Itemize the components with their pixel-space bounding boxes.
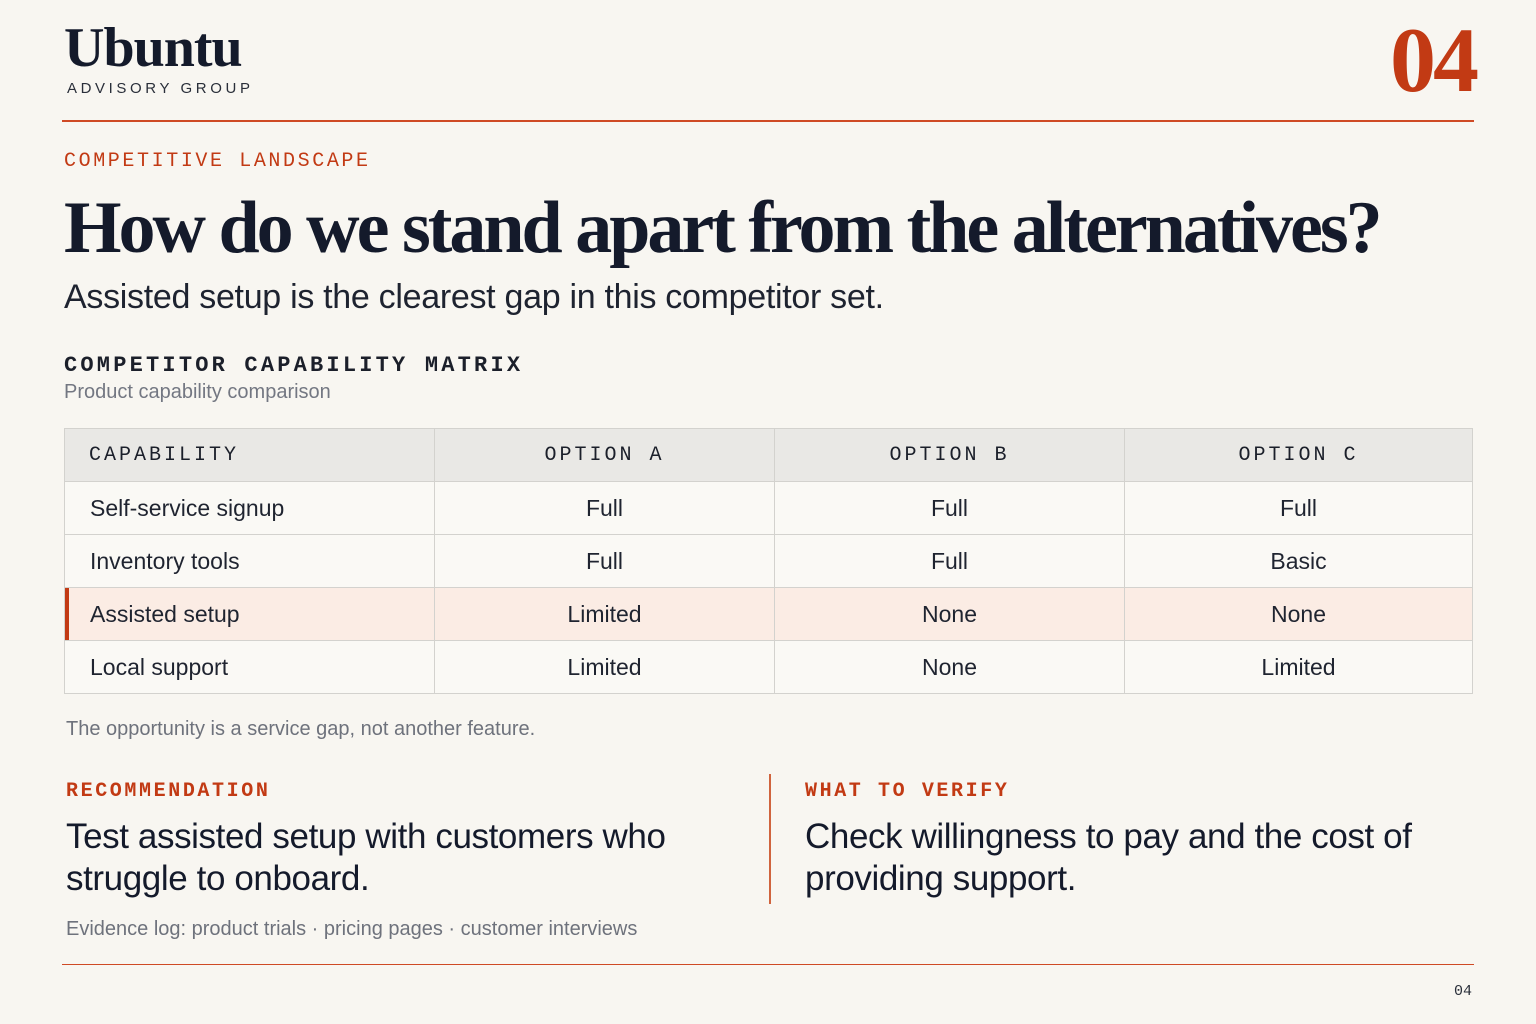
column-divider: [769, 774, 771, 904]
table-note: The opportunity is a service gap, not an…: [66, 718, 536, 740]
column-header-capability: CAPABILITY: [64, 428, 435, 482]
table-row: Local support Limited None Limited: [64, 640, 1473, 694]
capability-cell: Inventory tools: [64, 534, 435, 588]
header-divider: [62, 120, 1474, 122]
highlighted-table-row: Assisted setup Limited None None: [64, 587, 1473, 641]
table-cell: Basic: [1124, 534, 1473, 588]
page-number: 04: [1390, 9, 1479, 111]
capability-cell: Assisted setup: [64, 587, 435, 641]
table-row: Inventory tools Full Full Basic: [64, 534, 1473, 588]
column-header-option-a: OPTION A: [434, 428, 775, 482]
page-subtitle: Assisted setup is the clearest gap in th…: [64, 278, 884, 316]
verify-label: WHAT TO VERIFY: [805, 780, 1010, 803]
evidence-log: Evidence log: product trials · pricing p…: [66, 918, 638, 940]
recommendation-text: Test assisted setup with customers who s…: [66, 817, 666, 898]
table-cell: Full: [434, 534, 775, 588]
section-eyebrow: COMPETITIVE LANDSCAPE: [64, 150, 371, 173]
matrix-subtitle: Product capability comparison: [64, 381, 331, 403]
column-header-option-b: OPTION B: [774, 428, 1125, 482]
table-row: Self-service signup Full Full Full: [64, 481, 1473, 535]
brand-tagline: ADVISORY GROUP: [67, 80, 254, 97]
recommendation-label: RECOMMENDATION: [66, 780, 271, 803]
table-cell: None: [774, 587, 1125, 641]
table-cell: Limited: [434, 640, 775, 694]
footer-page-number: 04: [1453, 983, 1472, 1000]
verify-text: Check willingness to pay and the cost of…: [805, 817, 1412, 898]
table-cell: Full: [434, 481, 775, 535]
table-cell: Full: [774, 481, 1125, 535]
column-header-option-c: OPTION C: [1124, 428, 1473, 482]
capability-matrix-table: CAPABILITY OPTION A OPTION B OPTION C Se…: [64, 428, 1473, 694]
capability-cell: Local support: [64, 640, 435, 694]
table-cell: Full: [1124, 481, 1473, 535]
matrix-title: COMPETITOR CAPABILITY MATRIX: [64, 353, 524, 378]
table-cell: None: [1124, 587, 1473, 641]
page-title: How do we stand apart from the alternati…: [64, 187, 1383, 269]
table-header-row: CAPABILITY OPTION A OPTION B OPTION C: [64, 428, 1473, 482]
footer-divider: [62, 964, 1474, 965]
capability-cell: Self-service signup: [64, 481, 435, 535]
table-cell: Limited: [1124, 640, 1473, 694]
table-cell: None: [774, 640, 1125, 694]
brand-name: Ubuntu: [64, 17, 243, 79]
table-cell: Limited: [434, 587, 775, 641]
table-cell: Full: [774, 534, 1125, 588]
